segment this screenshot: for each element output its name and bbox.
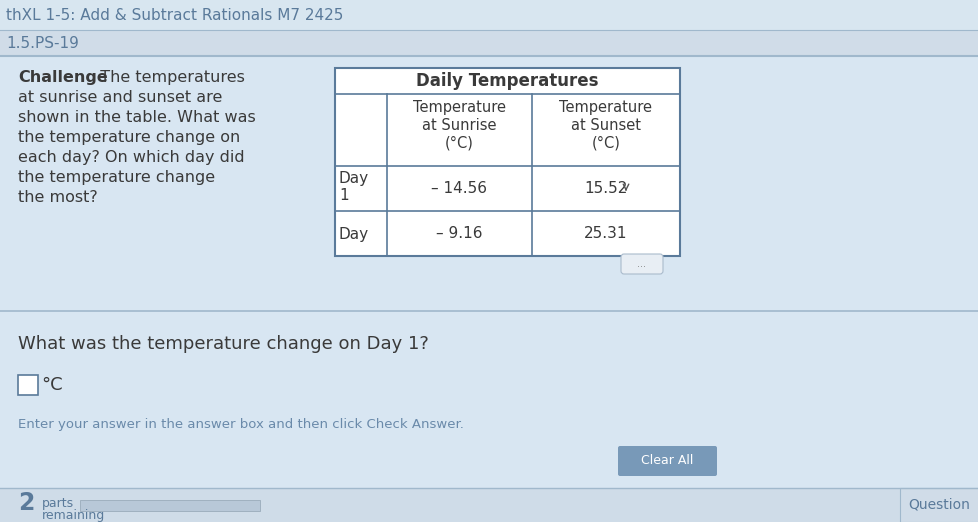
Bar <box>899 488 978 522</box>
Text: – 14.56: – 14.56 <box>431 181 487 196</box>
Text: (°C): (°C) <box>445 136 473 151</box>
Bar <box>334 68 680 256</box>
Text: at Sunrise: at Sunrise <box>422 118 496 133</box>
Text: parts: parts <box>42 497 74 510</box>
Text: Temperature: Temperature <box>413 100 506 115</box>
FancyBboxPatch shape <box>620 254 662 274</box>
FancyBboxPatch shape <box>617 446 716 476</box>
Text: 2: 2 <box>18 491 34 515</box>
Bar <box>0 0 978 30</box>
Bar <box>0 30 978 56</box>
Text: the most?: the most? <box>18 190 98 205</box>
Text: Daily Temperatures: Daily Temperatures <box>416 72 599 90</box>
Text: Day: Day <box>338 171 369 186</box>
Text: °C: °C <box>41 376 63 394</box>
Bar <box>0 311 978 522</box>
Text: Clear All: Clear All <box>641 455 693 468</box>
Text: Question: Question <box>908 498 969 512</box>
Text: (°C): (°C) <box>591 136 620 151</box>
Text: at Sunset: at Sunset <box>570 118 641 133</box>
Text: 25.31: 25.31 <box>584 226 627 241</box>
Text: What was the temperature change on Day 1?: What was the temperature change on Day 1… <box>18 335 428 353</box>
Bar <box>80 500 260 511</box>
Text: shown in the table. What was: shown in the table. What was <box>18 110 255 125</box>
Text: Day: Day <box>338 227 369 242</box>
Text: Challenge: Challenge <box>18 70 108 85</box>
Bar <box>0 488 978 522</box>
Bar <box>0 56 978 311</box>
Text: remaining: remaining <box>42 509 106 522</box>
Bar <box>18 375 38 395</box>
Text: at sunrise and sunset are: at sunrise and sunset are <box>18 90 222 105</box>
Text: 15.52: 15.52 <box>584 181 627 196</box>
Text: ...: ... <box>637 259 645 269</box>
Text: 1.5.PS-19: 1.5.PS-19 <box>6 35 79 51</box>
Text: the temperature change: the temperature change <box>18 170 215 185</box>
Text: Temperature: Temperature <box>559 100 651 115</box>
Text: The temperatures: The temperatures <box>90 70 244 85</box>
Text: – 9.16: – 9.16 <box>436 226 482 241</box>
Text: each day? On which day did: each day? On which day did <box>18 150 244 165</box>
Text: 1: 1 <box>338 188 348 203</box>
Text: the temperature change on: the temperature change on <box>18 130 240 145</box>
Text: thXL 1-5: Add & Subtract Rationals M7 2425: thXL 1-5: Add & Subtract Rationals M7 24… <box>6 7 343 22</box>
Text: Enter your answer in the answer box and then click Check Answer.: Enter your answer in the answer box and … <box>18 418 464 431</box>
